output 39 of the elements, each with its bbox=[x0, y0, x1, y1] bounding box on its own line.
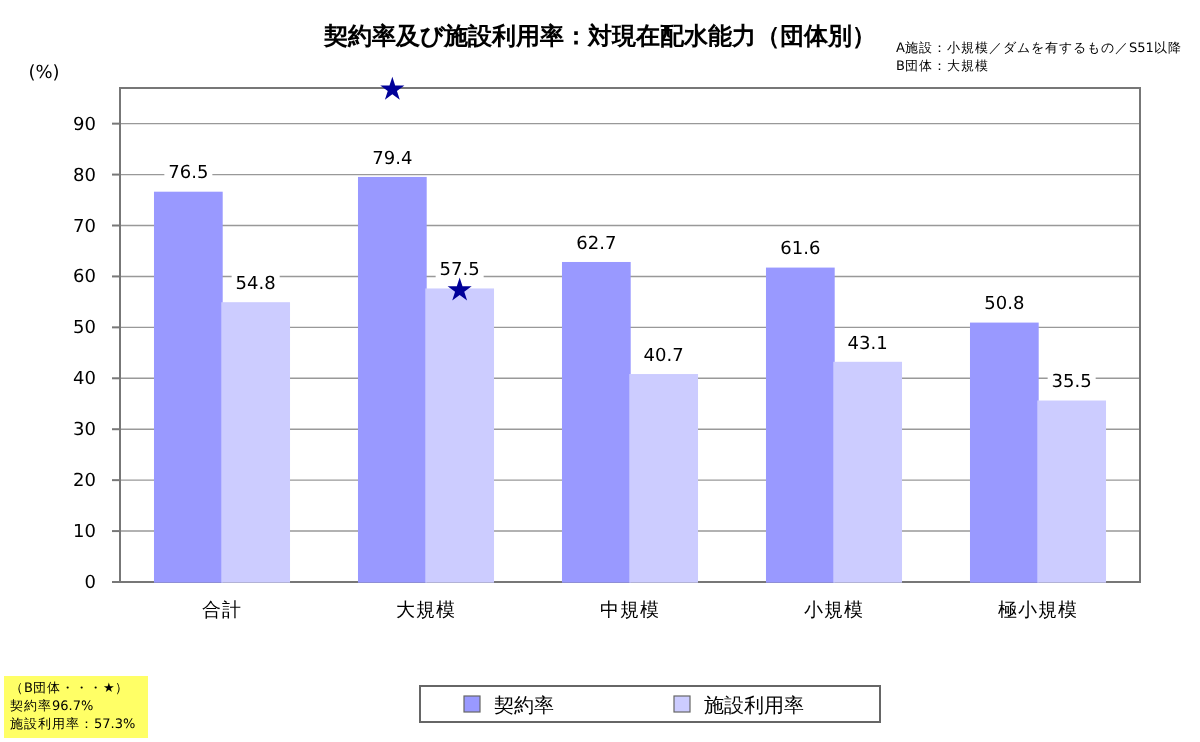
x-tick-label: 合計 bbox=[202, 598, 242, 622]
data-label: 61.6 bbox=[780, 240, 821, 261]
x-tick-label: 小規模 bbox=[804, 598, 864, 622]
bar bbox=[1037, 400, 1107, 583]
data-label: 54.8 bbox=[235, 274, 277, 295]
data-label: 62.7 bbox=[576, 234, 617, 255]
y-tick-label: 40 bbox=[73, 370, 97, 391]
y-tick-label: 30 bbox=[73, 421, 97, 442]
data-label: 35.5 bbox=[1051, 373, 1092, 394]
x-tick-label: 大規模 bbox=[396, 598, 456, 622]
bar bbox=[969, 322, 1039, 583]
bar bbox=[765, 267, 835, 583]
data-label: 79.4 bbox=[372, 149, 413, 170]
data-label: 43.1 bbox=[847, 334, 888, 355]
bar bbox=[153, 191, 223, 583]
y-tick-label: 0 bbox=[84, 574, 97, 594]
bar bbox=[833, 361, 903, 583]
x-tick-label: 中規模 bbox=[600, 598, 660, 622]
bar bbox=[629, 374, 699, 583]
y-tick-label: 70 bbox=[73, 217, 97, 238]
y-tick-label: 60 bbox=[73, 268, 97, 289]
legend-label: 施設利用率 bbox=[704, 694, 804, 718]
bar bbox=[425, 288, 495, 583]
bar bbox=[221, 302, 291, 583]
y-tick-label: 80 bbox=[73, 166, 97, 187]
y-tick-label: 20 bbox=[73, 472, 97, 493]
data-label: 40.7 bbox=[643, 346, 684, 367]
y-axis-title: (%) bbox=[28, 64, 60, 84]
bar bbox=[561, 261, 631, 583]
bar bbox=[357, 176, 427, 583]
y-tick-label: 50 bbox=[73, 319, 97, 340]
data-label: 50.8 bbox=[984, 295, 1025, 316]
data-label: 57.5 bbox=[439, 261, 480, 282]
legend-label: 契約率 bbox=[494, 694, 554, 718]
chart-title: 契約率及び施設利用率：対現在配水能力（団体別） bbox=[322, 22, 876, 50]
x-tick-label: 極小規模 bbox=[998, 598, 1078, 622]
y-tick-label: 90 bbox=[73, 115, 97, 136]
y-tick-label: 10 bbox=[73, 523, 97, 544]
data-label: 76.5 bbox=[168, 164, 209, 185]
